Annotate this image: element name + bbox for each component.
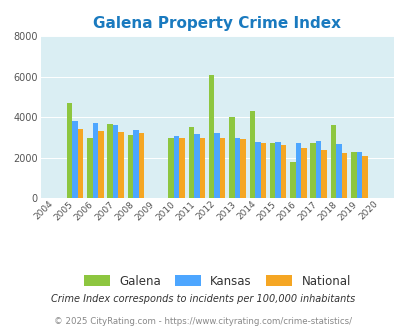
Bar: [118, 132, 124, 198]
Bar: [133, 130, 139, 198]
Bar: [301, 148, 306, 198]
Bar: [275, 143, 280, 198]
Bar: [350, 152, 356, 198]
Bar: [78, 129, 83, 198]
Bar: [194, 134, 199, 198]
Bar: [113, 125, 118, 198]
Bar: [356, 151, 361, 198]
Bar: [335, 145, 341, 198]
Bar: [98, 131, 103, 198]
Bar: [92, 123, 98, 198]
Bar: [209, 75, 214, 198]
Bar: [229, 117, 234, 198]
Bar: [168, 138, 173, 198]
Bar: [67, 103, 72, 198]
Bar: [280, 146, 286, 198]
Bar: [290, 162, 295, 198]
Legend: Galena, Kansas, National: Galena, Kansas, National: [79, 270, 355, 292]
Title: Galena Property Crime Index: Galena Property Crime Index: [93, 16, 340, 31]
Bar: [321, 150, 326, 198]
Bar: [173, 136, 179, 198]
Bar: [330, 125, 335, 198]
Bar: [179, 138, 184, 198]
Bar: [87, 138, 92, 198]
Bar: [295, 144, 301, 198]
Bar: [260, 143, 265, 198]
Bar: [220, 138, 225, 198]
Bar: [310, 144, 315, 198]
Bar: [128, 135, 133, 198]
Bar: [107, 124, 113, 198]
Bar: [341, 153, 346, 198]
Bar: [240, 139, 245, 198]
Bar: [315, 141, 321, 198]
Bar: [269, 144, 275, 198]
Bar: [249, 111, 254, 198]
Text: © 2025 CityRating.com - https://www.cityrating.com/crime-statistics/: © 2025 CityRating.com - https://www.city…: [54, 317, 351, 326]
Bar: [188, 127, 194, 198]
Bar: [72, 121, 78, 198]
Text: Crime Index corresponds to incidents per 100,000 inhabitants: Crime Index corresponds to incidents per…: [51, 294, 354, 304]
Bar: [254, 143, 260, 198]
Bar: [214, 133, 220, 198]
Bar: [199, 138, 205, 198]
Bar: [361, 155, 367, 198]
Bar: [139, 133, 144, 198]
Bar: [234, 138, 240, 198]
